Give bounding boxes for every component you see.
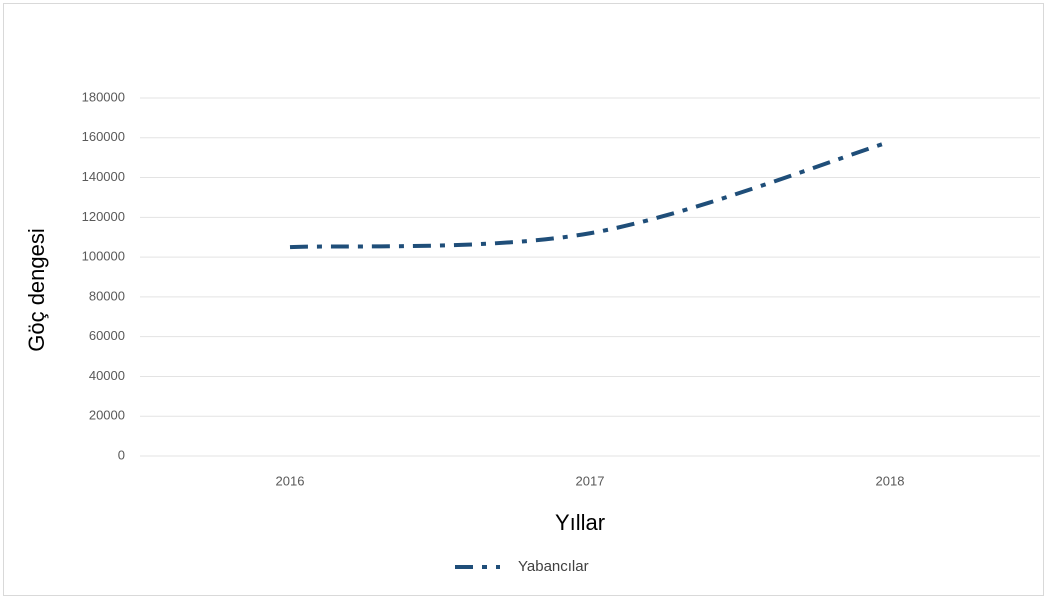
y-axis-label: Göç dengesi — [24, 228, 49, 352]
y-tick-label: 160000 — [82, 129, 125, 144]
y-tick-label: 0 — [118, 447, 125, 462]
x-axis-label: Yıllar — [555, 510, 605, 535]
line-series — [289, 139, 891, 250]
x-tick-label: 2017 — [576, 473, 605, 488]
chart-border — [3, 3, 1044, 596]
y-tick-label: 80000 — [89, 288, 125, 303]
y-tick-label: 60000 — [89, 328, 125, 343]
y-tick-label: 40000 — [89, 368, 125, 383]
x-tick-label: 2018 — [876, 473, 905, 488]
x-tick-label: 2016 — [276, 473, 305, 488]
y-tick-label: 120000 — [82, 209, 125, 224]
y-tick-label: 100000 — [82, 249, 125, 264]
y-tick-label: 20000 — [89, 408, 125, 423]
y-tick-label: 140000 — [82, 169, 125, 184]
legend-label: Yabancılar — [518, 558, 589, 575]
y-tick-label: 180000 — [82, 89, 125, 104]
